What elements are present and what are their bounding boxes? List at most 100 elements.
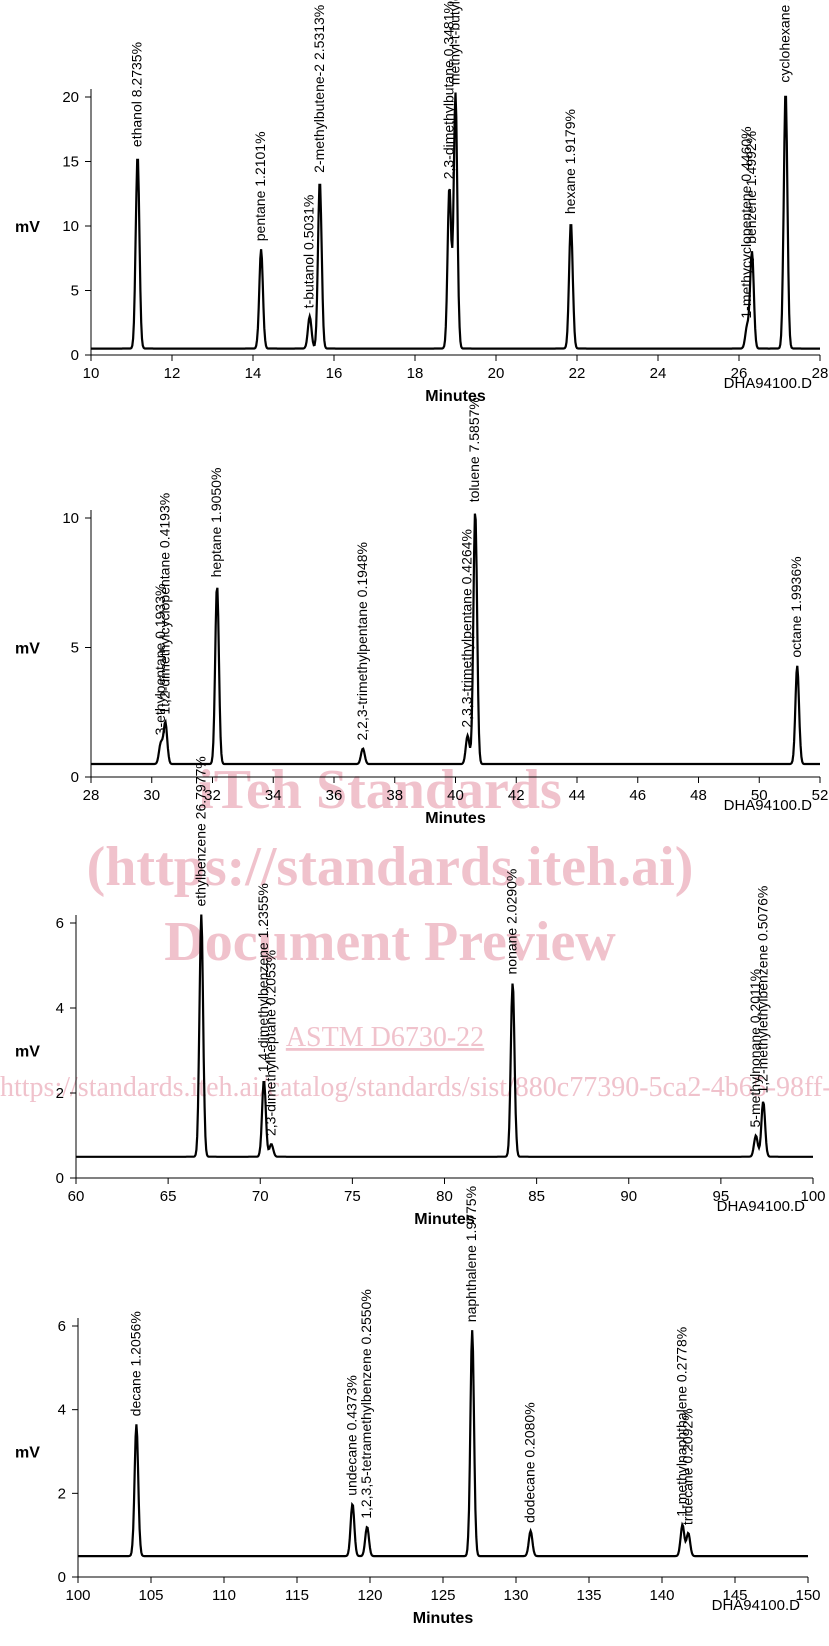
x-tick-label: 28 [83, 787, 100, 804]
y-tick-label: 10 [62, 218, 79, 235]
watermark-line-1: iTeh Standards [198, 759, 562, 821]
y-tick-label: 0 [58, 1569, 66, 1586]
x-tick-label: 44 [569, 787, 586, 804]
x-tick-label: 60 [68, 1188, 85, 1205]
chromatogram-panel: 60 65 70 75 80 85 90 95 1000246mVMinutesDHA94100… [15, 756, 826, 1228]
peak-label: 2,3-dimethylbutane 0.3481% [440, 1, 456, 179]
x-tick-label: 80 [436, 1188, 453, 1205]
peak-label: 3-ethylpentane 0.1933% [152, 584, 168, 736]
y-tick-label: 20 [62, 89, 79, 106]
y-axis-label: mV [15, 219, 40, 236]
data-file-label: DHA94100.D [724, 375, 813, 392]
x-tick-label: 115 [285, 1587, 309, 1604]
x-tick-label: 75 [344, 1188, 361, 1205]
y-tick-label: 2 [56, 1085, 64, 1102]
x-axis-label: Minutes [425, 810, 486, 827]
x-tick-label: 100 [800, 1188, 825, 1205]
chromatogram-panel: 28 30 32 34 36 38 40 42 44 46 48 50 52 0 5 10 mV Minutes D… [15, 397, 828, 827]
peak-label: benzene 1.4992% [743, 131, 759, 244]
peak-label: cyclohexane 24.2970% [777, 0, 793, 83]
x-tick-label: 65 [160, 1188, 177, 1205]
y-tick-label: 6 [56, 915, 64, 932]
x-tick-label: 140 [649, 1587, 674, 1604]
y-tick-label: 0 [56, 1170, 64, 1187]
data-file-label: DHA94100.D [717, 1198, 806, 1215]
x-tick-label: 130 [503, 1587, 528, 1604]
peak-label: 1,4-dimethylbenzene 1.2355% [255, 883, 271, 1072]
peak-label: naphthalene 1.9775% [463, 1186, 479, 1322]
y-tick-label: 4 [58, 1402, 66, 1419]
x-tick-label: 12 [164, 365, 181, 382]
peak-label: 1-methycyclopentene 0.4460% [738, 126, 754, 318]
peak-label: t-butanol 0.5031% [301, 195, 317, 309]
x-tick-label: 40 [447, 787, 464, 804]
peak-label: pentane 1.2101% [252, 131, 268, 241]
chromatogram-panel: 100 105 110 115 120 125 130 135 140 145 150 0 2 4 6 mV M… [15, 1186, 821, 1627]
x-tick-label: 32 [204, 787, 221, 804]
peak-label: tridecane 0.2092% [679, 1408, 695, 1525]
peak-label: 2,3,3-trimethylpentane 0.4264% [459, 529, 475, 727]
y-tick-label: 5 [71, 283, 79, 300]
peak-label: octane 1.9936% [788, 556, 804, 657]
x-tick-label: 30 [143, 787, 160, 804]
x-tick-label: 34 [265, 787, 282, 804]
peak-label: ethylbenzene 26.7977% [192, 756, 208, 906]
chromatogram-trace [76, 914, 813, 1158]
x-tick-label: 90 [620, 1188, 637, 1205]
x-tick-label: 70 [252, 1188, 269, 1205]
x-tick-label: 16 [326, 365, 343, 382]
x-tick-label: 105 [138, 1587, 163, 1604]
x-tick-label: 100 [65, 1587, 90, 1604]
chromatogram-panel: 10 12 14 16 18 20 22 24 26 28 0 5 10 15 20 mV Minutes DHA… [15, 0, 828, 405]
peak-label: ethanol 8.2735% [129, 42, 145, 147]
peak-label: hexane 1.9179% [562, 109, 578, 214]
x-tick-label: 85 [528, 1188, 545, 1205]
x-tick-label: 36 [326, 787, 343, 804]
y-axis-label: mV [15, 1445, 40, 1462]
x-tick-label: 10 [83, 365, 100, 382]
charts: 10 12 14 16 18 20 22 24 26 2805101520mVMinutesDHA… [15, 0, 828, 1627]
peak-label: 1,2,3,5-tetramethylbenzene 0.2550% [358, 1289, 374, 1519]
peak-label: undecane 0.4373% [343, 1375, 359, 1496]
peak-label: decane 1.2056% [127, 1311, 143, 1416]
peak-label: methyl-t-butylether 10.7090% [447, 0, 463, 85]
x-tick-label: 14 [245, 365, 262, 382]
y-tick-label: 2 [58, 1485, 66, 1502]
watermark-line-3: Document Preview [164, 911, 616, 973]
peak-label: 1-methylnaphthalene 0.2778% [673, 1327, 689, 1517]
data-file-label: DHA94100.D [724, 797, 813, 814]
y-tick-label: 0 [71, 347, 79, 364]
x-tick-label: 125 [430, 1587, 455, 1604]
watermark-line-5: https://standards.iteh.ai/catalog/standa… [0, 1072, 829, 1103]
x-tick-label: 150 [795, 1587, 820, 1604]
chromatogram-trace [91, 513, 820, 766]
data-file-label: DHA94100.D [712, 1597, 801, 1614]
y-tick-label: 15 [62, 154, 79, 171]
x-tick-label: 50 [751, 787, 768, 804]
peak-label: 2,3-dimethylheptane 0.2053% [262, 950, 278, 1136]
watermark-line-4: ASTM D6730-22 [286, 1022, 484, 1053]
y-tick-label: 6 [58, 1318, 66, 1335]
y-axis-label: mV [15, 1044, 40, 1061]
x-tick-label: 95 [713, 1188, 730, 1205]
y-tick-label: 5 [71, 640, 79, 657]
x-tick-label: 24 [650, 365, 667, 382]
x-tick-label: 28 [812, 365, 829, 382]
x-axis-label: Minutes [425, 388, 486, 405]
x-tick-label: 145 [722, 1587, 747, 1604]
x-tick-label: 48 [690, 787, 707, 804]
watermark: iTeh Standards (https://standards.iteh.a… [0, 759, 829, 1103]
x-axis-label: Minutes [413, 1610, 474, 1627]
peak-label: toluene 7.5857% [466, 397, 482, 502]
peak-label: 5-methylnonane 0.2011% [747, 969, 763, 1128]
peak-label: nonane 2.0290% [504, 869, 520, 975]
y-tick-label: 10 [62, 510, 79, 527]
x-tick-label: 135 [576, 1587, 601, 1604]
x-tick-label: 26 [731, 365, 748, 382]
x-tick-label: 110 [212, 1587, 236, 1604]
peak-label: 1t,2-dimethylcyclopentane 0.4193% [156, 493, 172, 715]
x-tick-label: 52 [812, 787, 829, 804]
peak-label: 2-methylbutene-2 2.5313% [311, 5, 327, 173]
peak-label: 1,2-methylethylbenzene 0.5076% [754, 886, 770, 1094]
